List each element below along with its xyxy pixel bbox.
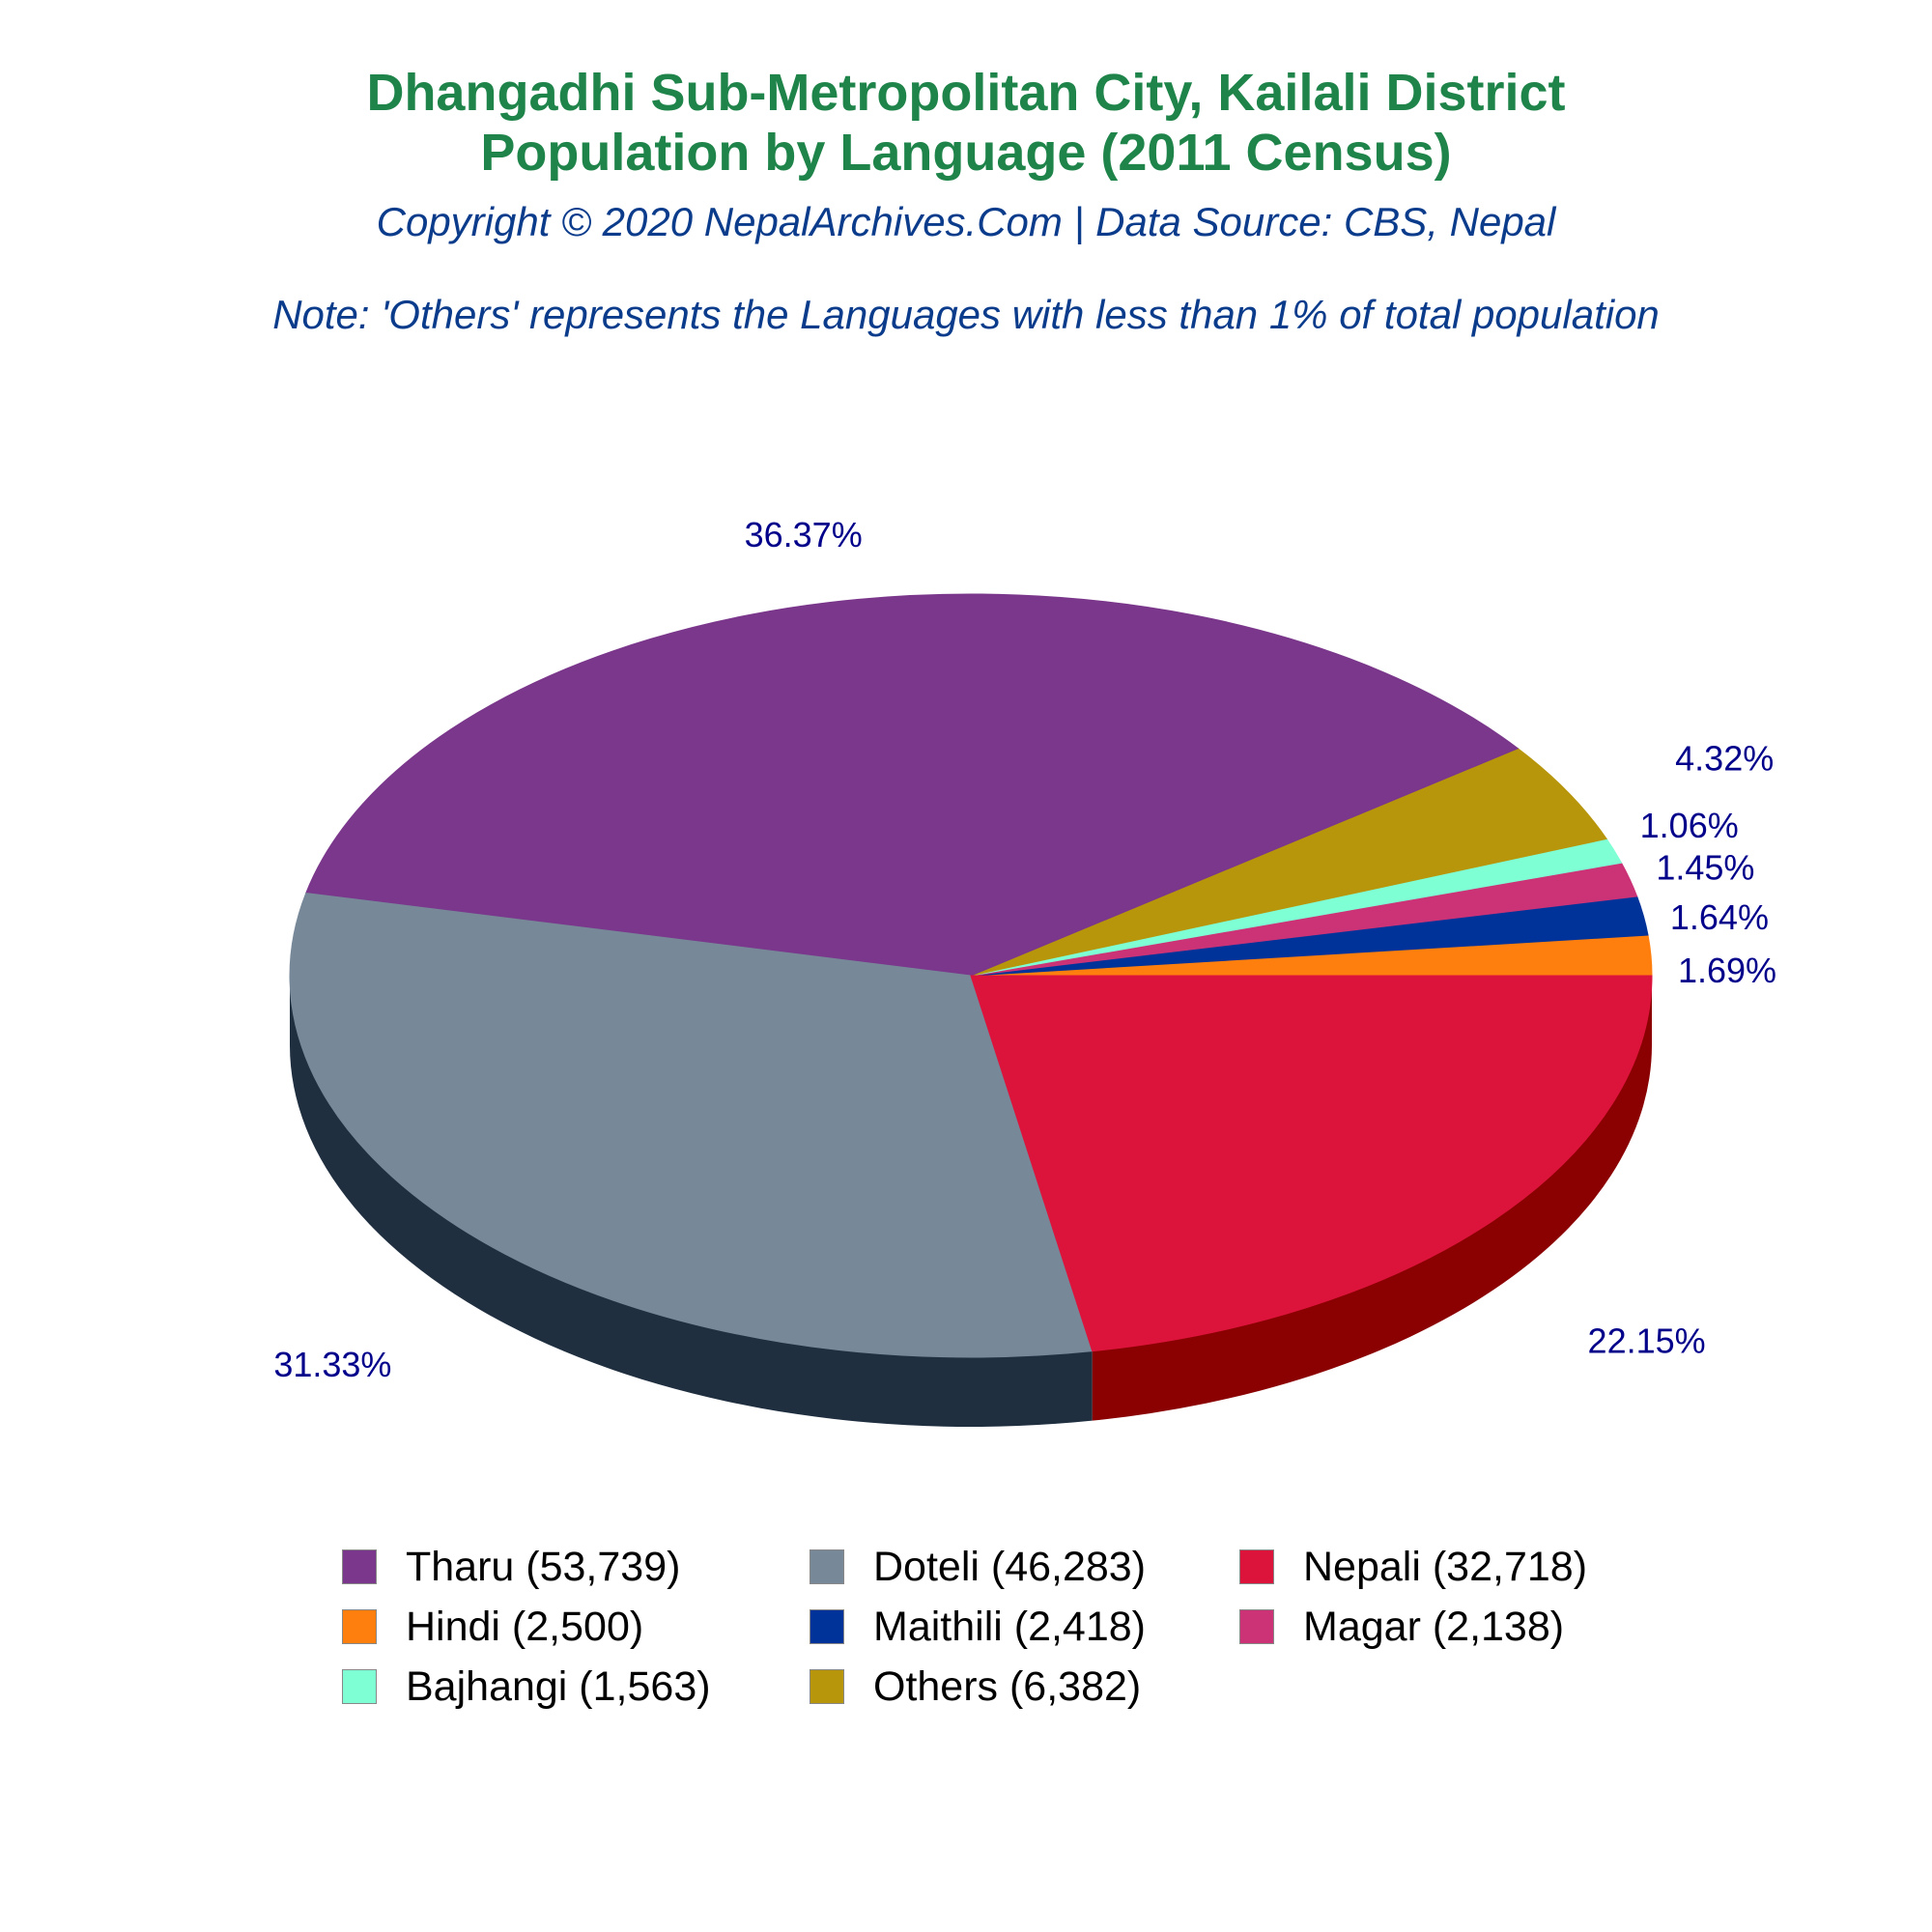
slice-label-nepali: 22.15%: [1588, 1321, 1706, 1361]
legend-swatch: [810, 1609, 844, 1644]
legend-item: Maithili (2,418): [810, 1602, 1146, 1652]
slice-label-others: 4.32%: [1675, 739, 1774, 779]
legend-swatch: [1239, 1609, 1274, 1644]
chart-subtitle: Copyright © 2020 NepalArchives.Com | Dat…: [376, 199, 1556, 244]
slice-label-maithili: 1.64%: [1670, 897, 1769, 937]
legend-item: Tharu (53,739): [342, 1542, 680, 1592]
legend-swatch: [1239, 1549, 1274, 1584]
pie-chart: 1.69% 1.64% 1.45%1.06% 4.32% 36.37% 31.33% 22.…: [273, 515, 1776, 1427]
legend-label: Maithili (2,418): [873, 1603, 1146, 1650]
legend-swatch: [810, 1669, 844, 1704]
legend-swatch: [342, 1609, 377, 1644]
chart-title-line-1: Dhangadhi Sub-Metropolitan City, Kailali…: [366, 64, 1566, 122]
legend-label: Hindi (2,500): [406, 1603, 644, 1650]
pie-slice-doteli: [289, 892, 1094, 1358]
pie-side-doteli: [290, 976, 1093, 1427]
legend-item: Others (6,382): [810, 1662, 1141, 1712]
legend-item: Doteli (46,283): [810, 1542, 1146, 1592]
pie-slice-tharu: [305, 593, 1520, 977]
slice-label-hindi: 1.69%: [1678, 951, 1776, 990]
slice-label-doteli: 31.33%: [273, 1345, 391, 1384]
pie-slice-nepali: [970, 975, 1653, 1352]
slice-labels: 1.69% 1.64% 1.45%1.06% 4.32% 36.37% 31.33% 22.…: [273, 515, 1776, 1384]
legend-item: Nepali (32,718): [1239, 1542, 1587, 1592]
slice-label-magar: 1.45%: [1656, 848, 1754, 888]
pie-side-nepali: [1092, 976, 1652, 1421]
legend-item: Magar (2,138): [1239, 1602, 1564, 1652]
pie-slices: [289, 593, 1653, 1358]
legend-item: Hindi (2,500): [342, 1602, 643, 1652]
legend-label: Nepali (32,718): [1303, 1543, 1588, 1590]
legend-label: Others (6,382): [873, 1662, 1142, 1710]
pie-side-walls: [290, 976, 1652, 1427]
legend-swatch: [342, 1549, 377, 1584]
slice-label-tharu: 36.37%: [745, 515, 863, 554]
chart-note: Note: 'Others' represents the Languages …: [272, 292, 1660, 337]
legend-label: Tharu (53,739): [406, 1543, 681, 1590]
pie-slice-others: [970, 748, 1608, 977]
legend-label: Doteli (46,283): [873, 1543, 1147, 1590]
legend-swatch: [342, 1669, 377, 1704]
legend-label: Bajhangi (1,563): [406, 1662, 711, 1710]
slice-label-bajhangi: 1.06%: [1640, 806, 1739, 845]
chart-title-line-2: Population by Language (2011 Census): [480, 124, 1452, 182]
legend-label: Magar (2,138): [1303, 1603, 1565, 1650]
legend-item: Bajhangi (1,563): [342, 1662, 711, 1712]
legend-swatch: [810, 1549, 844, 1584]
